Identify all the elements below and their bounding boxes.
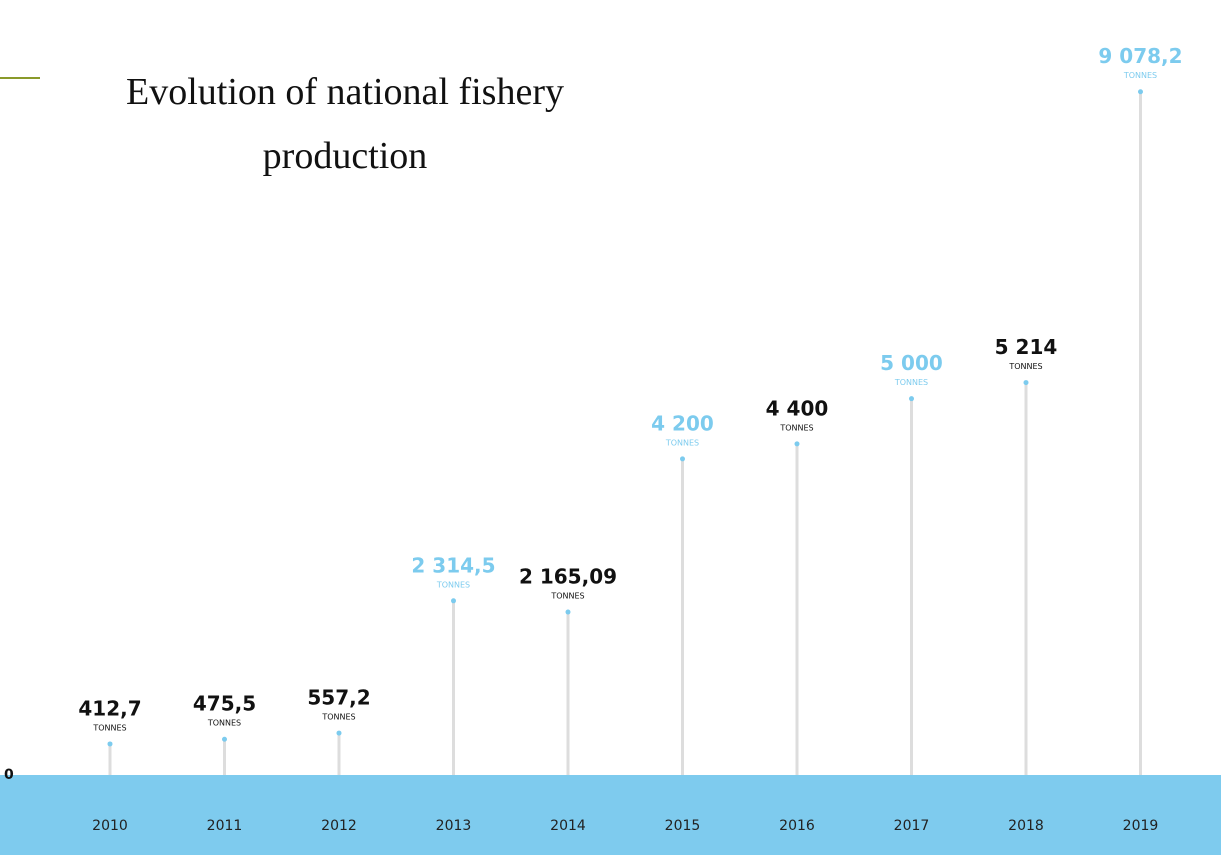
x-tick-label: 2017	[894, 818, 930, 834]
unit-label: TONNES	[1008, 362, 1042, 371]
unit-label: TONNES	[665, 438, 699, 447]
value-label: 9 078,2	[1098, 44, 1182, 68]
value-label: 4 200	[651, 411, 714, 435]
value-label: 557,2	[307, 686, 370, 710]
unit-label: TONNES	[779, 423, 813, 432]
baseline-band	[0, 775, 1221, 855]
x-tick-label: 2019	[1123, 818, 1159, 834]
chart-title: Evolution of national fishery production	[126, 71, 564, 177]
stem-dot	[565, 609, 571, 615]
unit-label: TONNES	[436, 580, 470, 589]
unit-label: TONNES	[550, 592, 584, 601]
value-label: 5 214	[995, 335, 1058, 359]
stem-dot	[680, 456, 685, 462]
x-tick-label: 2016	[779, 818, 815, 834]
unit-label: TONNES	[1123, 71, 1157, 80]
stem-dot	[222, 736, 227, 742]
x-tick-label: 2018	[1008, 818, 1044, 834]
stem-dot	[909, 396, 914, 402]
stem-dot	[1138, 89, 1143, 95]
value-label: 2 314,5	[411, 553, 495, 577]
stem-dot	[794, 441, 800, 447]
x-tick-label: 2012	[321, 818, 357, 834]
x-tick-label: 2015	[665, 818, 701, 834]
stem-dot	[451, 598, 456, 604]
y-tick-label: 0	[4, 767, 14, 783]
unit-label: TONNES	[894, 378, 928, 387]
value-label: 2 165,09	[519, 565, 617, 589]
unit-label: TONNES	[207, 719, 241, 728]
value-label: 4 400	[766, 396, 829, 420]
x-tick-label: 2014	[550, 818, 586, 834]
value-label: 475,5	[193, 692, 256, 716]
x-tick-label: 2010	[92, 818, 128, 834]
stem-dot	[1023, 380, 1029, 386]
x-tick-label: 2011	[207, 818, 243, 834]
value-label: 5 000	[880, 351, 943, 375]
stem-dot	[107, 741, 113, 747]
unit-label: TONNES	[92, 723, 126, 732]
stem-dot	[336, 730, 342, 736]
x-tick-label: 2013	[436, 818, 472, 834]
value-label: 412,7	[78, 696, 141, 720]
unit-label: TONNES	[321, 713, 355, 722]
